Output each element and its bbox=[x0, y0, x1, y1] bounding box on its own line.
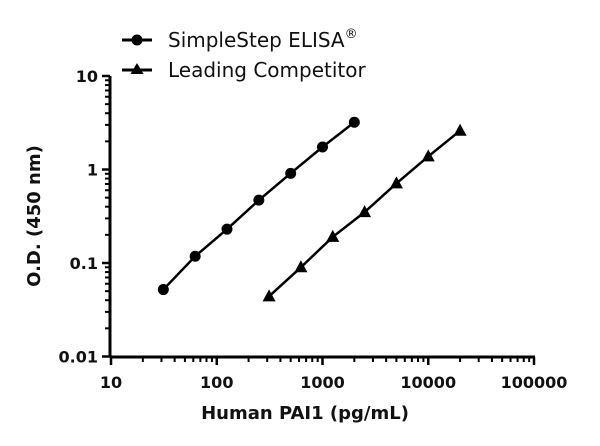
x-tick-label: 10000 bbox=[400, 373, 456, 392]
data-point bbox=[421, 149, 435, 162]
legend-label-simplestep: SimpleStep ELISA® bbox=[168, 27, 358, 52]
x-tick-label: 100 bbox=[200, 373, 233, 392]
x-axis-minor-ticks bbox=[141, 357, 531, 362]
data-point bbox=[453, 123, 467, 136]
data-point bbox=[189, 250, 201, 262]
x-tick-label: 100000 bbox=[501, 373, 568, 392]
y-axis-ticks: 10 1 0.1 0.01 bbox=[59, 67, 110, 367]
data-point bbox=[389, 176, 403, 189]
circle-marker-icon bbox=[131, 34, 143, 46]
legend-label-competitor: Leading Competitor bbox=[168, 58, 366, 82]
data-point bbox=[317, 141, 328, 153]
data-point bbox=[221, 223, 233, 235]
series-simplestep bbox=[157, 116, 360, 296]
legend-item-competitor: Leading Competitor bbox=[122, 58, 366, 82]
y-tick-label: 0.1 bbox=[70, 254, 98, 273]
x-axis-title: Human PAI1 (pg/mL) bbox=[201, 403, 409, 424]
y-tick-label: 0.01 bbox=[59, 348, 98, 367]
y-tick-label: 1 bbox=[87, 161, 98, 180]
data-point bbox=[262, 289, 276, 302]
data-point bbox=[358, 205, 372, 218]
series-competitor bbox=[262, 123, 467, 302]
x-tick-label: 10 bbox=[100, 373, 122, 392]
data-point bbox=[285, 167, 297, 179]
legend: SimpleStep ELISA® Leading Competitor bbox=[122, 27, 366, 82]
y-tick-label: 10 bbox=[76, 67, 98, 86]
data-point bbox=[294, 260, 308, 273]
legend-item-simplestep: SimpleStep ELISA® bbox=[122, 27, 358, 52]
x-axis-ticks: 10 100 1000 10000 100000 bbox=[100, 357, 568, 392]
plot-area bbox=[157, 116, 467, 302]
data-point bbox=[326, 229, 340, 242]
y-axis-title: O.D. (450 nm) bbox=[24, 145, 45, 287]
triangle-marker-icon bbox=[130, 63, 144, 74]
x-tick-label: 1000 bbox=[300, 373, 345, 392]
data-point bbox=[348, 116, 360, 128]
data-point bbox=[157, 284, 169, 296]
data-point bbox=[253, 194, 265, 206]
